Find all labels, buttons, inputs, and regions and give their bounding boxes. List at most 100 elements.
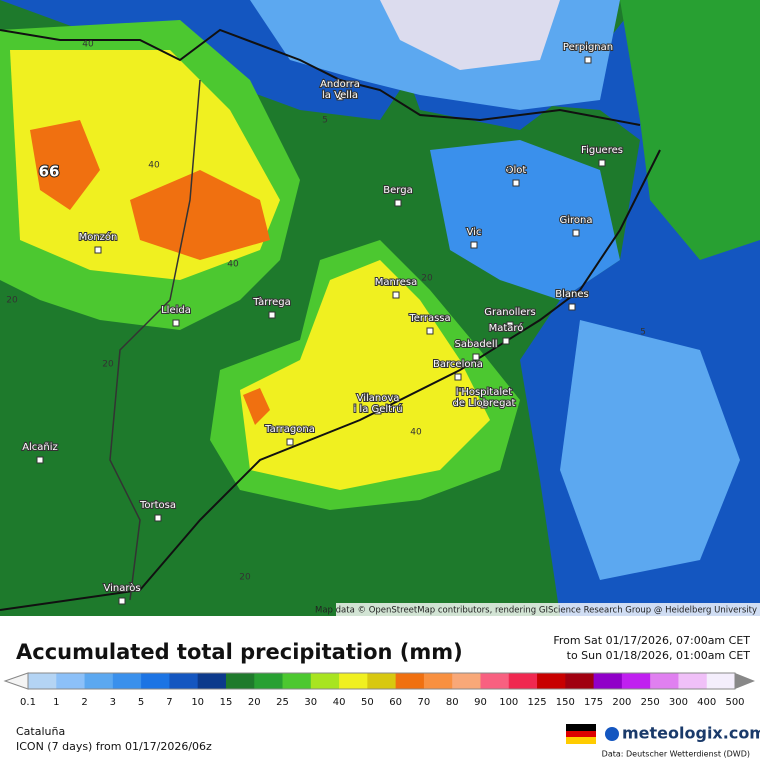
legend-frame: [27, 672, 736, 690]
legend-label: 15: [220, 697, 233, 708]
city-marker: [118, 597, 126, 605]
legend-label: 175: [584, 697, 603, 708]
yellow-area-c: [240, 260, 490, 490]
legend-swatch: [593, 673, 623, 689]
city-label: Manresa: [375, 277, 417, 288]
legend-label: 125: [527, 697, 546, 708]
contour-label: 40: [227, 260, 239, 270]
city-marker: [568, 303, 576, 311]
legend-label: 500: [725, 697, 744, 708]
contour-label: 20: [102, 360, 114, 370]
title: Accumulated total precipitation (mm): [16, 640, 463, 664]
city-marker: [470, 241, 478, 249]
city-marker: [572, 229, 580, 237]
city-label: Berga: [383, 185, 412, 196]
legend-swatch: [197, 673, 227, 689]
city-marker: [512, 179, 520, 187]
city-marker: [154, 514, 162, 522]
city-label: Mataró: [489, 322, 524, 334]
legend-label: 70: [418, 697, 431, 708]
legend-arrow-left: [3, 672, 29, 690]
legend-label: 300: [669, 697, 688, 708]
legend-swatch: [508, 673, 538, 689]
contour-label: 20: [6, 296, 18, 306]
city-marker: [392, 291, 400, 299]
model: ICON (7 days) from 01/17/2026/06z: [16, 740, 212, 753]
legend-label: 3: [110, 697, 116, 708]
legend-swatch: [537, 673, 566, 689]
city-label: Lleida: [161, 305, 191, 316]
lightest-area: [380, 0, 560, 70]
city-marker: [374, 407, 382, 415]
legend-swatch: [367, 673, 397, 689]
legend-swatch: [339, 673, 368, 689]
region-border: [109, 79, 201, 601]
legend-swatch: [565, 673, 595, 689]
legend-swatch: [28, 673, 57, 689]
legend-swatch: [169, 673, 199, 689]
city-marker: [394, 199, 402, 207]
attribution: Map data © OpenStreetMap contributors, r…: [315, 606, 757, 616]
legend-swatch: [678, 673, 708, 689]
legend-label: 60: [389, 697, 402, 708]
city-marker: [36, 456, 44, 464]
blue-area-2: [430, 140, 620, 300]
city-marker: [454, 373, 462, 381]
city-label: Girona: [559, 215, 592, 226]
legend-label: 90: [474, 697, 487, 708]
attribution-bg: [336, 603, 760, 616]
city-label: Vinaròs: [103, 582, 140, 594]
city-label: Figueres: [581, 145, 623, 156]
legend-swatch: [310, 673, 340, 689]
city-marker: [598, 159, 606, 167]
legend-swatch: [254, 673, 284, 689]
contour-label: 20: [421, 274, 433, 284]
city-marker: [480, 401, 488, 409]
legend-swatch: [706, 673, 736, 689]
city-label: Olot: [506, 165, 527, 176]
legend-swatch: [282, 673, 312, 689]
legend-label: 7: [166, 697, 172, 708]
city-marker: [286, 438, 294, 446]
contour-label: 40: [148, 161, 160, 171]
brand-logo: [605, 727, 619, 741]
legend-swatch: [141, 673, 170, 689]
legend-label: 50: [361, 697, 374, 708]
contour-label: 40: [410, 428, 422, 438]
city-marker: [502, 337, 510, 345]
city-label: Tàrrega: [252, 296, 291, 308]
flag-bottom: [566, 737, 596, 744]
city-marker: [172, 319, 180, 327]
legend-label: 25: [276, 697, 289, 708]
legend-label: 10: [191, 697, 204, 708]
legend-label: 0.1: [20, 697, 36, 708]
orange-area: [30, 120, 270, 260]
contour-label: 5: [505, 166, 511, 176]
legend-label: 80: [446, 697, 459, 708]
city-label: Vilanova i la Geltrú: [353, 393, 402, 415]
legend-label: 2: [81, 697, 87, 708]
legend-label: 250: [641, 697, 660, 708]
legend-swatch: [452, 673, 481, 689]
legend-swatch: [650, 673, 679, 689]
map: Perpignan Andorra la Vella Figueres Olot Berg…: [0, 0, 760, 616]
city-label: Barcelona: [433, 359, 483, 370]
coastline: [0, 149, 661, 611]
contour-label: 5: [640, 328, 646, 338]
brand: meteologix.com: [622, 724, 760, 743]
region: Cataluña: [16, 725, 65, 738]
city-label: Sabadell: [454, 339, 497, 350]
legend-panel: Accumulated total precipitation (mm) Fro…: [3, 634, 760, 759]
legend-swatch: [56, 673, 86, 689]
city-label: Granollers: [484, 307, 535, 318]
legend-label: 200: [612, 697, 631, 708]
city-marker: [94, 246, 102, 254]
city-marker: [268, 311, 276, 319]
city-marker: [472, 353, 480, 361]
contour-label: 40: [82, 40, 94, 50]
max-label: 66: [39, 163, 60, 181]
legend-swatch: [423, 673, 453, 689]
city-label: Tortosa: [139, 500, 176, 511]
flag-top: [566, 724, 596, 731]
